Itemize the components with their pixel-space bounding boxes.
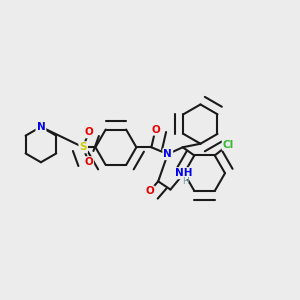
Text: Cl: Cl xyxy=(223,140,234,150)
Text: O: O xyxy=(84,127,93,137)
Text: O: O xyxy=(145,187,154,196)
Text: N: N xyxy=(164,149,172,159)
Text: O: O xyxy=(84,157,93,167)
Text: N: N xyxy=(37,122,45,132)
Text: H: H xyxy=(182,177,189,186)
Text: S: S xyxy=(80,142,87,152)
Text: O: O xyxy=(151,124,160,134)
Text: NH: NH xyxy=(175,168,193,178)
